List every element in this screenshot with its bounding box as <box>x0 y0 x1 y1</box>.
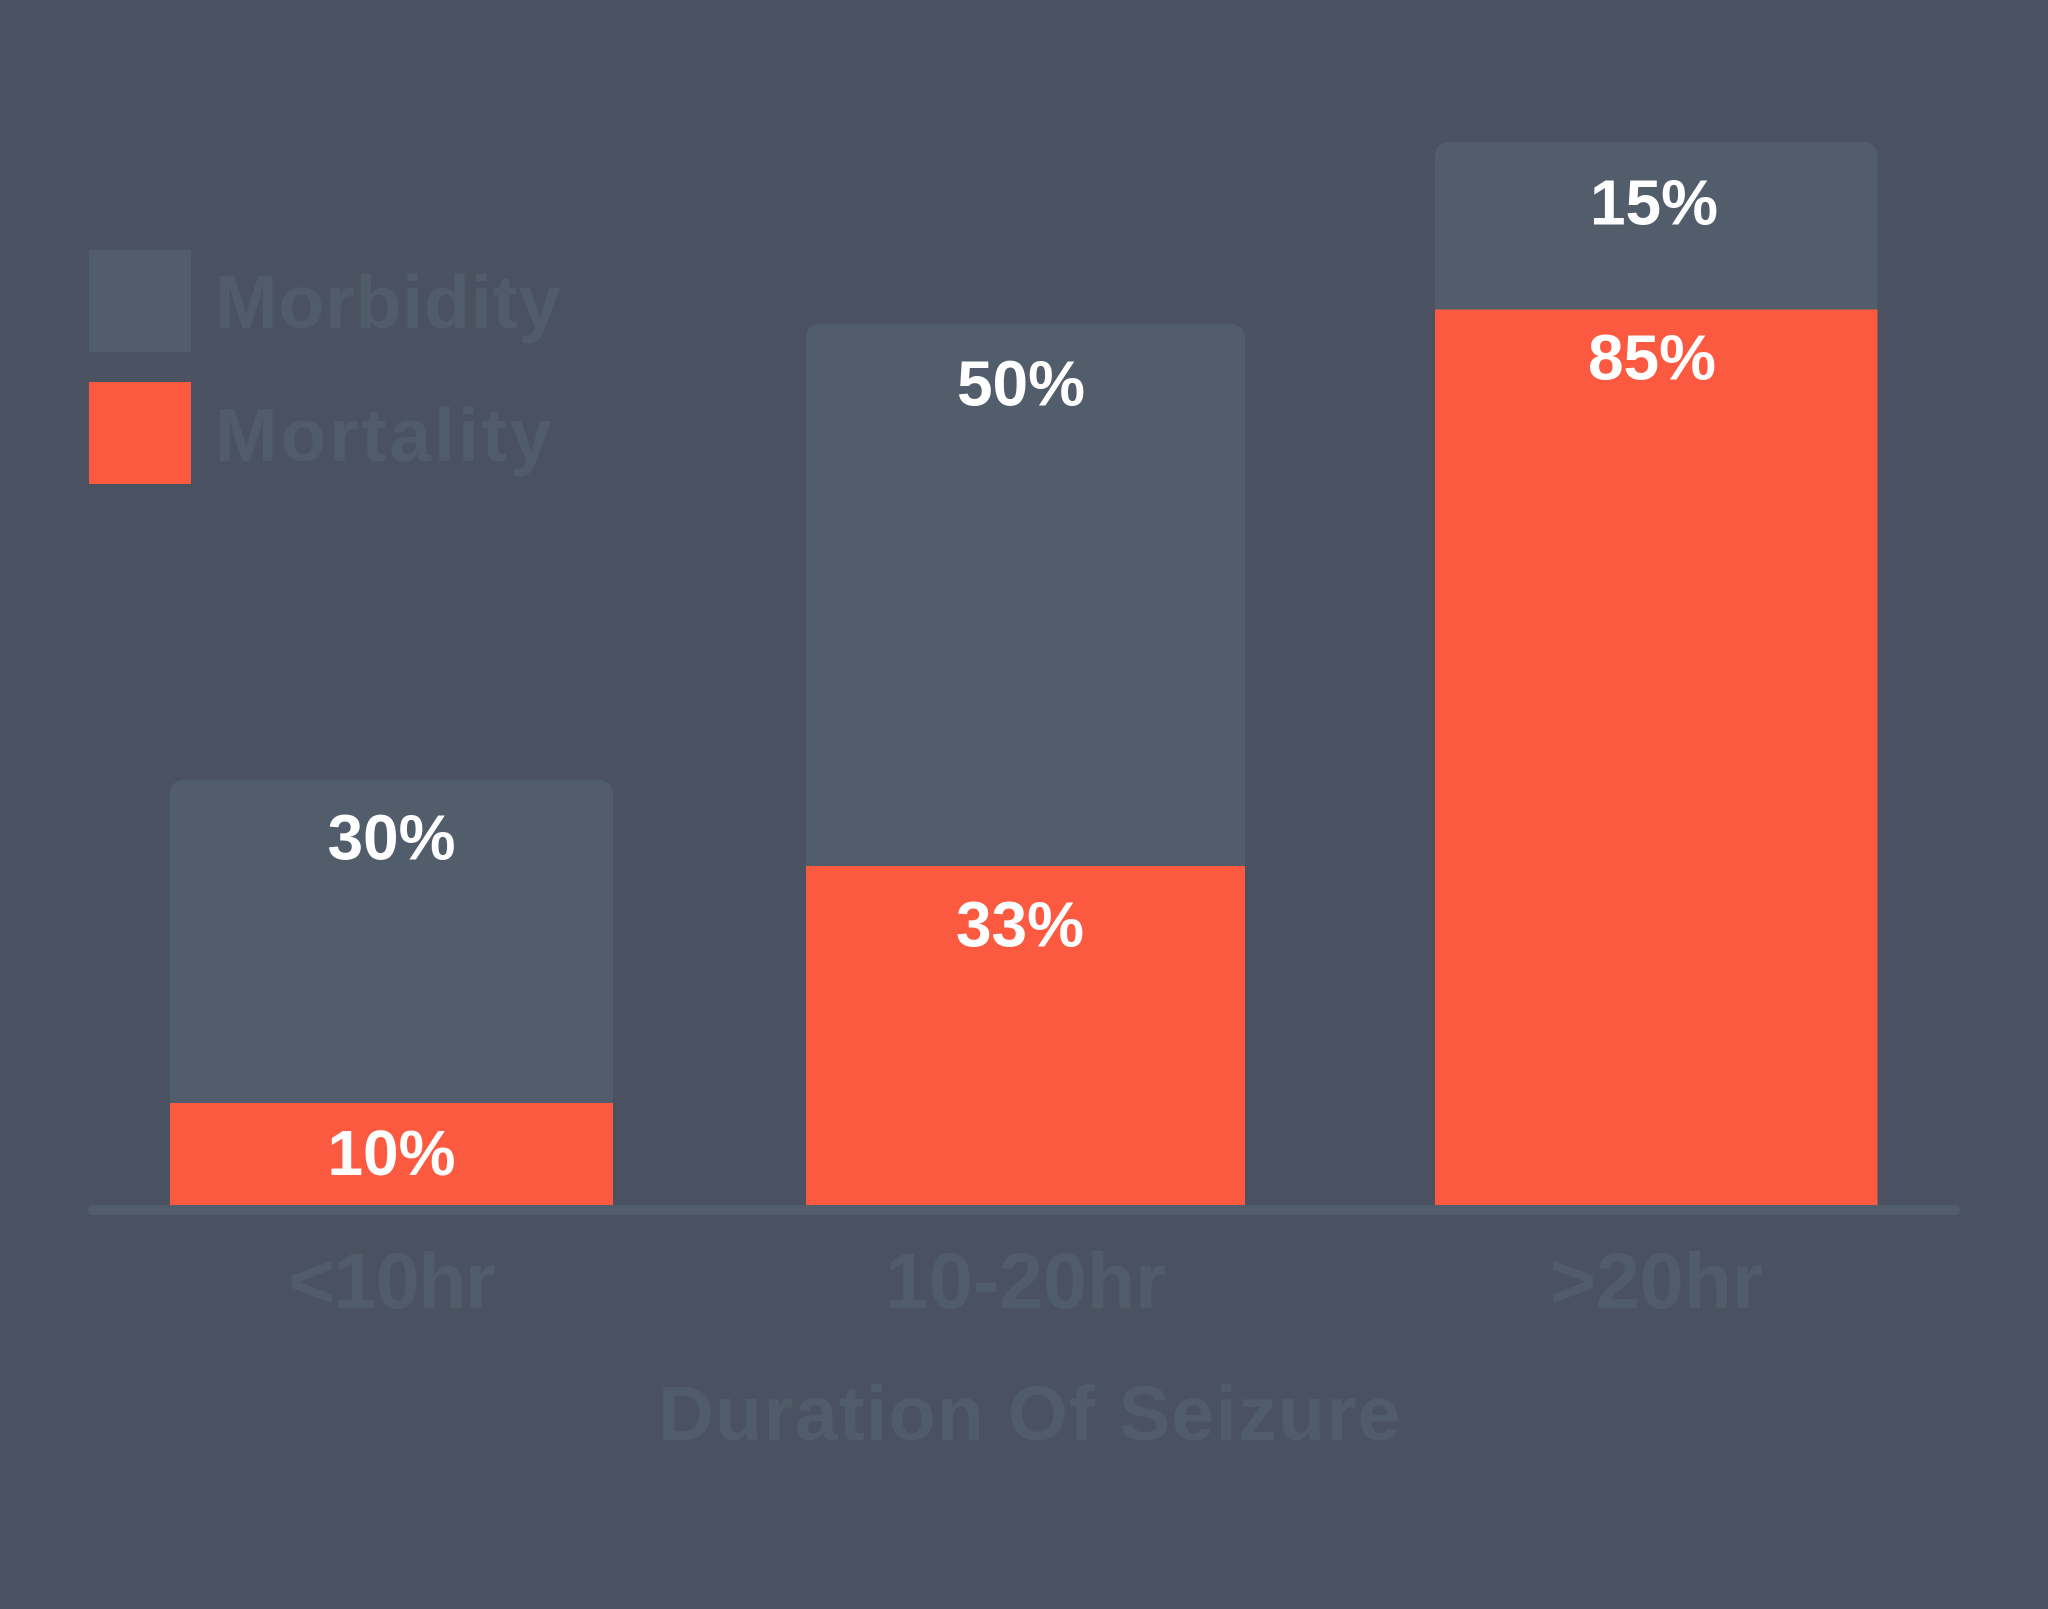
svg-text:<10hr: <10hr <box>289 1236 495 1325</box>
svg-text:30%: 30% <box>327 802 455 874</box>
svg-text:85%: 85% <box>1588 322 1716 394</box>
svg-text:Morbidity: Morbidity <box>215 260 561 344</box>
svg-text:50%: 50% <box>957 347 1085 419</box>
svg-text:>20hr: >20hr <box>1550 1236 1763 1325</box>
svg-text:10-20hr: 10-20hr <box>885 1236 1166 1325</box>
svg-text:10%: 10% <box>327 1117 455 1189</box>
svg-text:33%: 33% <box>956 889 1084 961</box>
svg-text:Mortality: Mortality <box>215 393 555 477</box>
svg-text:Duration Of Seizure: Duration Of Seizure <box>658 1371 1401 1457</box>
svg-text:15%: 15% <box>1590 167 1718 239</box>
